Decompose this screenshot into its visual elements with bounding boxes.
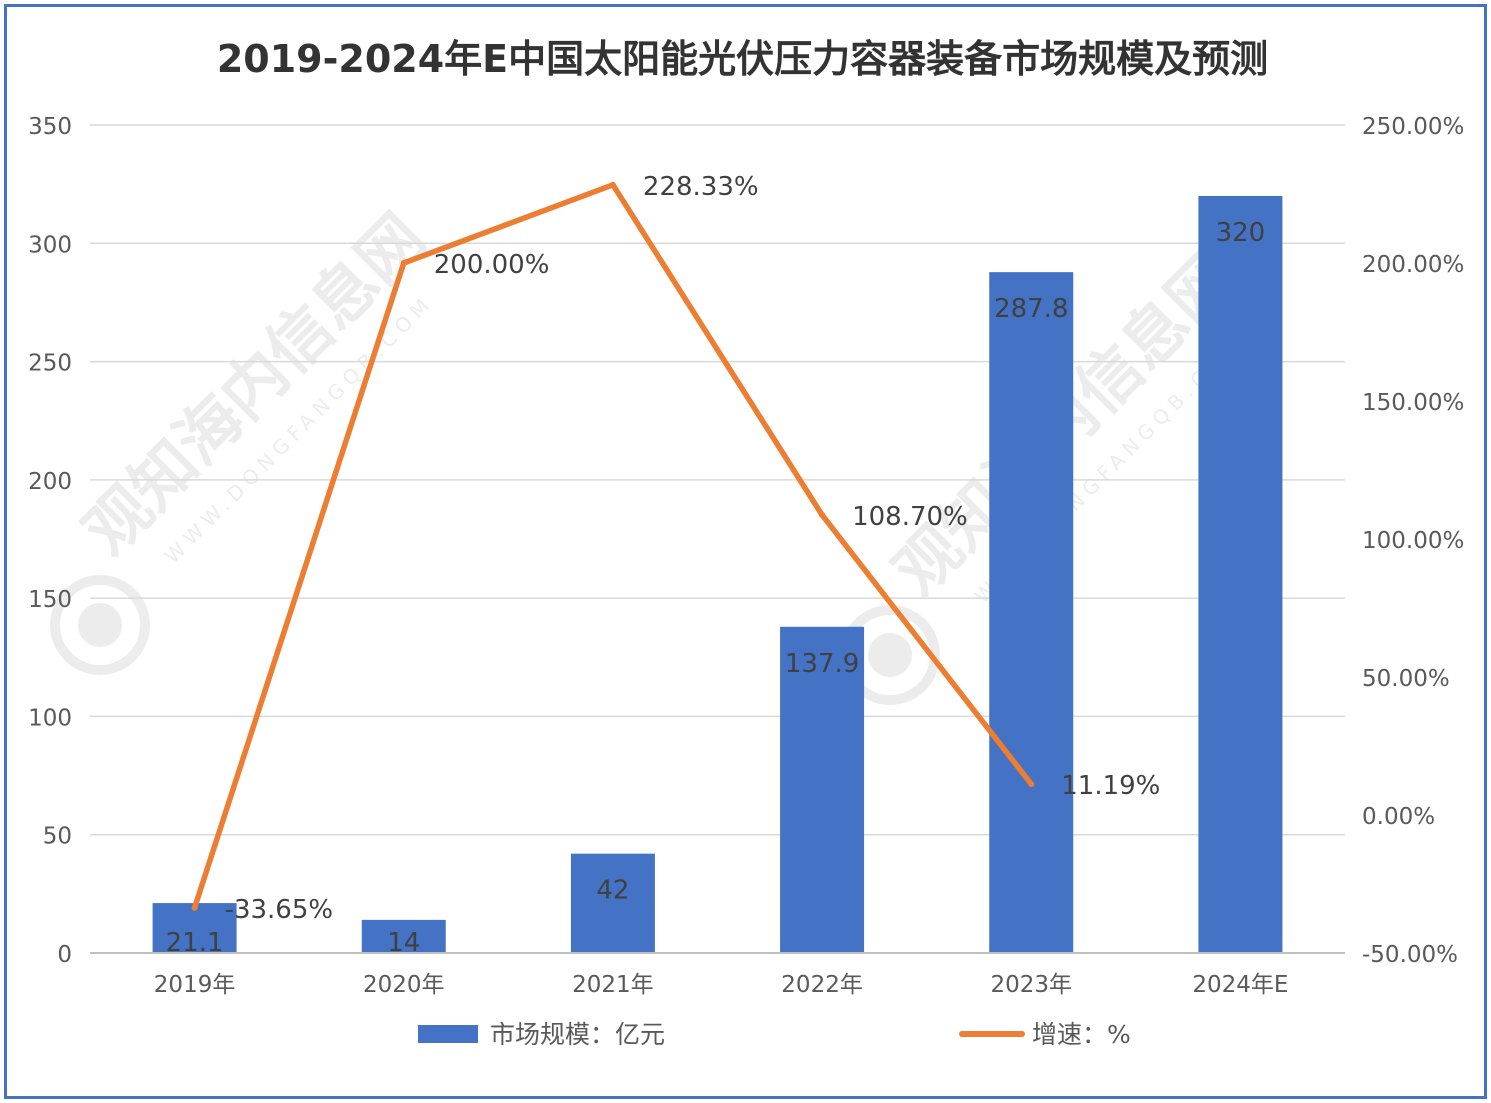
bar-data-label: 137.9 [785,649,859,679]
watermark-layer: 观知海内信息网WWW.DONGFANGQB.COM观知海内信息网WWW.DONG… [50,201,1250,705]
line-point [609,181,616,188]
bar [361,919,446,953]
x-tick-label: 2020年 [363,972,445,998]
data-labels: 21.1 14 42 137.9 287.8 320 -33.65% 200.00% 228.3… [166,172,1266,958]
watermark-eye [868,633,912,677]
x-tick-label: 2023年 [990,972,1072,998]
bar-data-label: 14 [387,928,420,958]
y-right-tick-label: 250.00% [1362,114,1464,140]
bar-data-label: 42 [596,876,629,906]
line-data-label: -33.65% [225,895,334,925]
y-left-tick-label: 50 [43,824,72,850]
bar [152,903,237,953]
x-tick-label: 2022年 [781,972,863,998]
bar-series [152,195,1283,953]
line-series [191,181,1035,911]
y-right-tick-label: 0.00% [1362,804,1435,830]
y-left-tick-label: 300 [28,232,72,258]
y-left-tick-label: 200 [28,469,72,495]
chart-title: 2019-2024年E中国太阳能光伏压力容器装备市场规模及预测 [216,37,1269,81]
y-right-tick-label: 50.00% [1362,666,1450,692]
y-left-tick-label: 150 [28,587,72,613]
legend: 市场规模：亿元 增速：% [418,1020,1131,1049]
y-right-tick-label: 200.00% [1362,252,1464,278]
x-tick-label: 2021年 [572,972,654,998]
x-tick-label: 2024年E [1192,972,1288,998]
watermark-ring [50,575,150,675]
x-tick-label: 2019年 [154,972,236,998]
y-right-tick-label: 150.00% [1362,390,1464,416]
watermark-text: 观知海内信息网 [71,201,440,570]
y-left-tick-label: 0 [57,942,72,968]
y-left-tick-label: 100 [28,705,72,731]
y-right-tick-label: 100.00% [1362,528,1464,554]
y-left-tick-label: 250 [28,351,72,377]
legend-bar-label: 市场规模：亿元 [490,1020,665,1049]
line-point [819,511,826,518]
bar [780,626,865,953]
bar [570,853,655,953]
line-point [191,904,198,911]
bar-data-label: 287.8 [994,294,1068,324]
line-data-label: 108.70% [852,502,968,532]
line-point [1028,781,1035,788]
bar-data-label: 320 [1216,218,1266,248]
bar-data-label: 21.1 [166,928,224,958]
y-left-tick-label: 350 [28,114,72,140]
line-data-label: 200.00% [434,250,550,280]
watermark-eye [78,603,122,647]
line-point [400,260,407,266]
bar [1198,195,1283,953]
y-right-tick-label: -50.00% [1362,942,1458,968]
legend-bar-swatch [418,1025,478,1043]
gridlines [90,124,1345,836]
bar [989,272,1074,953]
watermark-logo-icon [50,575,150,675]
line-data-label: 228.33% [643,172,759,202]
line-data-label: 11.19% [1061,771,1160,801]
legend-line-label: 增速：% [1032,1020,1131,1049]
axes: 0 50 100 150 200 250 300 350 -50.00% 0.00% 50.00% 1… [28,114,1464,998]
